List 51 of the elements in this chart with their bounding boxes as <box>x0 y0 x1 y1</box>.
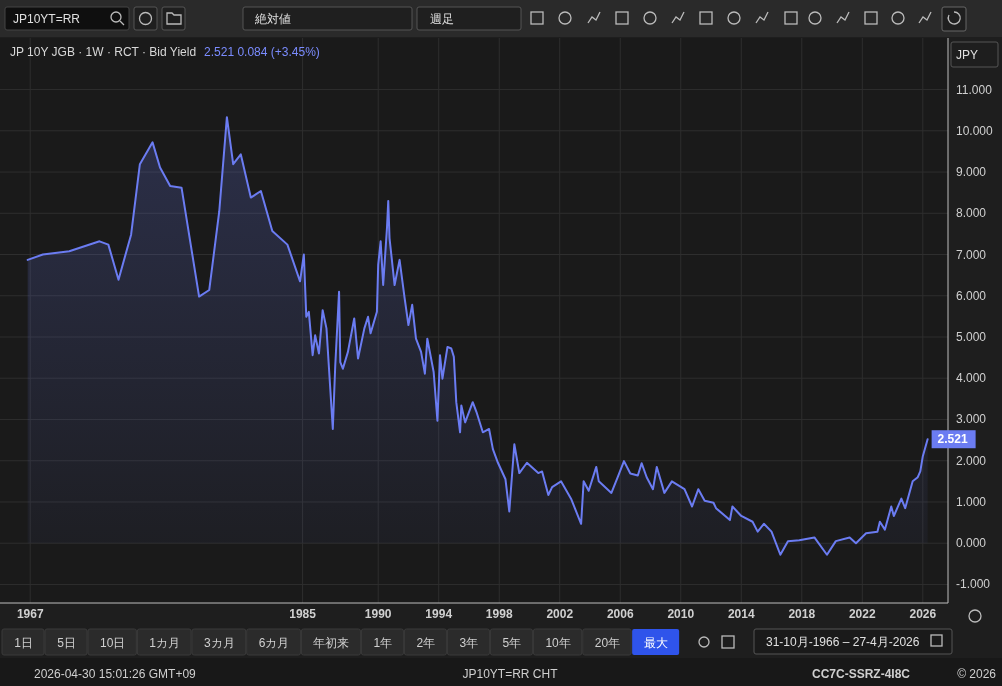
text: 1日 <box>14 636 33 650</box>
x-tick-label: 2022 <box>848 607 876 621</box>
y-tick-label: 10.000 <box>956 123 994 138</box>
x-tick-label: 2014 <box>727 607 755 621</box>
x-tick-label: 1985 <box>289 607 317 621</box>
text: 31-10月-1966 – 27-4月-2026 <box>766 635 920 649</box>
x-tick-label: 1994 <box>425 607 453 621</box>
y-tick-label: 1.000 <box>956 494 987 509</box>
y-tick-label: 11.000 <box>956 82 993 97</box>
y-tick-label: 6.000 <box>956 288 987 303</box>
text: 3年 <box>459 636 479 650</box>
x-tick-label: 2006 <box>606 607 634 621</box>
text: 年初来 <box>313 636 350 650</box>
y-tick-label: 5.000 <box>956 330 987 344</box>
text: 絶対値 <box>254 12 291 26</box>
text: 5年 <box>502 636 522 650</box>
x-tick-label: 1990 <box>364 607 392 621</box>
y-tick-label: -1.000 <box>956 577 991 592</box>
text: 1カ月 <box>149 636 181 650</box>
x-tick-label: 2002 <box>546 607 574 621</box>
text: 最大 <box>644 636 669 650</box>
data-label: 2.521 <box>937 432 968 447</box>
text: JP10YT=RR CHT <box>462 667 559 681</box>
x-tick-label: 2018 <box>788 607 816 621</box>
y-tick-label: 9.000 <box>956 165 987 180</box>
text: 5日 <box>57 636 76 650</box>
text: 10日 <box>100 636 126 650</box>
text: 6カ月 <box>258 636 290 650</box>
x-tick-label: 2010 <box>667 607 695 621</box>
text: 2年 <box>416 636 436 650</box>
x-tick-label: 2026 <box>909 607 937 621</box>
text: © 2026 <box>957 667 997 681</box>
text: 10年 <box>545 636 571 650</box>
text: JP 10Y JGB · 1W · RCT · Bid Yield <box>10 45 197 59</box>
x-tick-label: 1998 <box>485 607 513 621</box>
text: CC7C-SSRZ-4I8C <box>811 667 911 681</box>
y-tick-label: 7.000 <box>956 247 987 262</box>
text: JPY <box>956 48 979 62</box>
y-tick-label: 3.000 <box>956 412 987 427</box>
text: 2.521 0.084 (+3.45%) <box>204 45 320 59</box>
text: 2026-04-30 15:01:26 GMT+09 <box>34 667 197 681</box>
y-tick-label: 8.000 <box>956 206 987 221</box>
y-tick-label: 4.000 <box>956 371 987 386</box>
text: JP10YT=RR <box>13 12 81 26</box>
x-tick-label: 1967 <box>16 607 44 621</box>
y-tick-label: 0.000 <box>956 536 987 551</box>
text: 週足 <box>430 12 454 26</box>
y-tick-label: 2.000 <box>956 453 987 468</box>
text: 1年 <box>373 636 393 650</box>
text: 3カ月 <box>204 636 235 650</box>
text: 20年 <box>594 636 621 650</box>
